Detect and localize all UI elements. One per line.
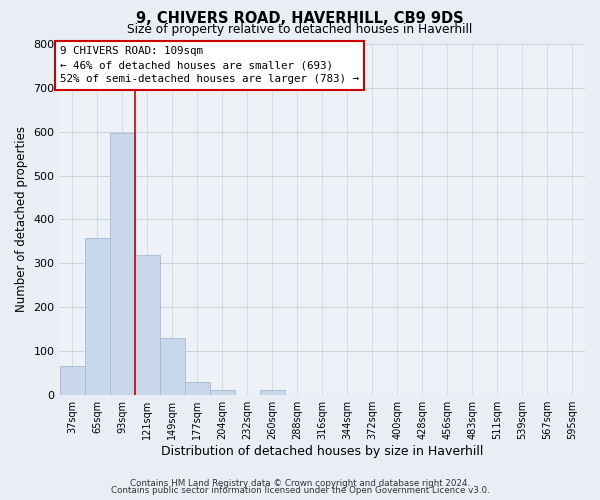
Text: Size of property relative to detached houses in Haverhill: Size of property relative to detached ho… (127, 22, 473, 36)
Text: 9 CHIVERS ROAD: 109sqm
← 46% of detached houses are smaller (693)
52% of semi-de: 9 CHIVERS ROAD: 109sqm ← 46% of detached… (60, 46, 359, 84)
X-axis label: Distribution of detached houses by size in Haverhill: Distribution of detached houses by size … (161, 444, 484, 458)
Y-axis label: Number of detached properties: Number of detached properties (15, 126, 28, 312)
Text: 9, CHIVERS ROAD, HAVERHILL, CB9 9DS: 9, CHIVERS ROAD, HAVERHILL, CB9 9DS (136, 11, 464, 26)
Bar (160, 338, 185, 394)
Bar (59, 366, 85, 394)
Bar (185, 382, 209, 394)
Text: Contains HM Land Registry data © Crown copyright and database right 2024.: Contains HM Land Registry data © Crown c… (130, 478, 470, 488)
Bar (85, 238, 110, 394)
Bar (134, 255, 160, 394)
Bar (260, 390, 285, 394)
Bar (110, 133, 134, 394)
Bar (209, 390, 235, 394)
Text: Contains public sector information licensed under the Open Government Licence v3: Contains public sector information licen… (110, 486, 490, 495)
